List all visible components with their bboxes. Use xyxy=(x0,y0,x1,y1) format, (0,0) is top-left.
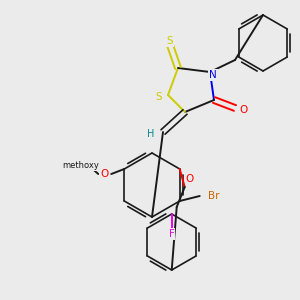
Text: O: O xyxy=(100,169,108,179)
Text: Br: Br xyxy=(208,191,220,201)
Text: O: O xyxy=(186,174,194,184)
Text: S: S xyxy=(156,92,162,102)
Text: H: H xyxy=(147,129,155,139)
Text: F: F xyxy=(169,229,175,239)
Text: S: S xyxy=(167,36,173,46)
Text: methoxy: methoxy xyxy=(62,161,99,170)
Text: N: N xyxy=(209,70,217,80)
Text: O: O xyxy=(239,105,247,115)
